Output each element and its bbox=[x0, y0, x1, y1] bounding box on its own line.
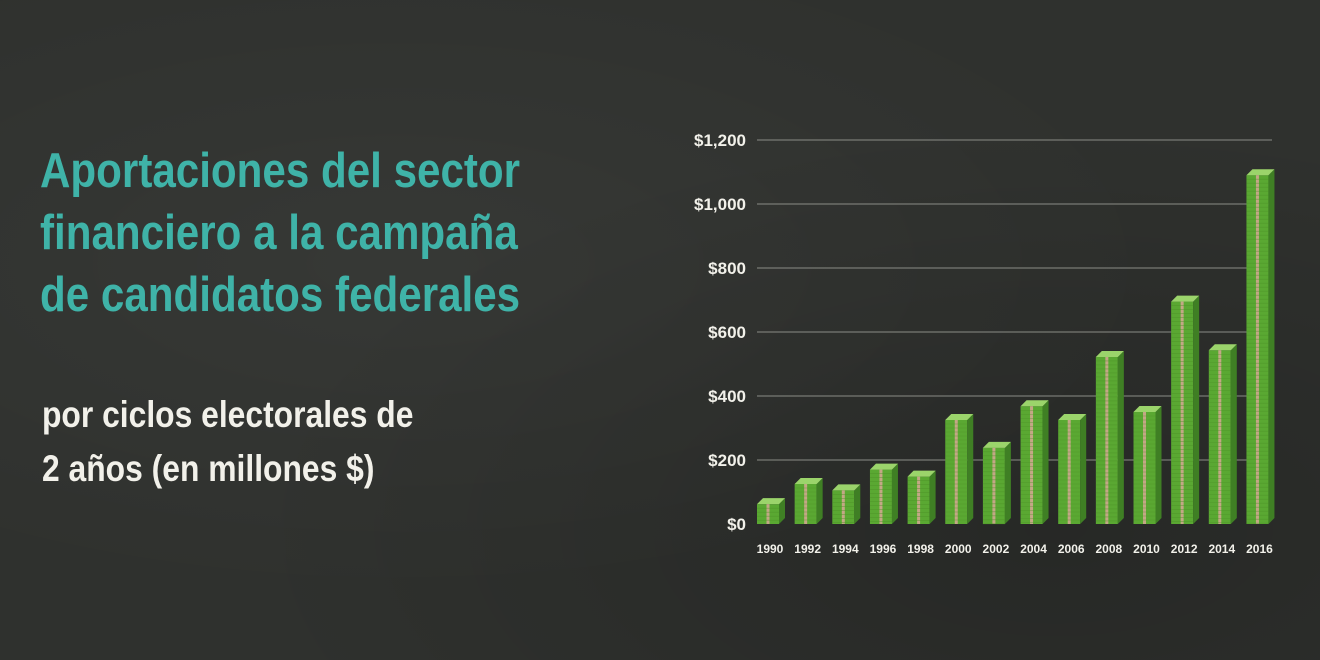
bar bbox=[1095, 350, 1124, 524]
bar bbox=[832, 484, 861, 524]
bar bbox=[1058, 414, 1087, 524]
x-tick-label: 2004 bbox=[1020, 542, 1047, 556]
chart-title: Aportaciones del sector financiero a la … bbox=[40, 144, 521, 322]
bar bbox=[1020, 400, 1049, 524]
bar bbox=[1208, 344, 1237, 524]
bar bbox=[982, 441, 1011, 525]
bar bbox=[1133, 406, 1162, 524]
x-tick-label: 2016 bbox=[1246, 542, 1273, 556]
y-axis-ticks: $0 $200 $400 $600 $800 $1,000 $1,200 bbox=[694, 131, 746, 534]
bars bbox=[757, 169, 1275, 525]
bar bbox=[1246, 169, 1275, 524]
x-tick-label: 1998 bbox=[907, 542, 934, 556]
x-tick-label: 1992 bbox=[794, 542, 821, 556]
x-tick-label: 2012 bbox=[1171, 542, 1198, 556]
x-tick-label: 1996 bbox=[870, 542, 897, 556]
x-axis-ticks: 1990 1992 1994 1996 1998 2000 2002 2004 2006 2008… bbox=[757, 542, 1273, 556]
x-tick-label: 2014 bbox=[1208, 542, 1235, 556]
x-tick-label: 1990 bbox=[757, 542, 784, 556]
bar bbox=[945, 414, 974, 524]
bar bbox=[907, 470, 936, 524]
y-tick-label: $400 bbox=[708, 387, 746, 406]
x-tick-label: 2006 bbox=[1058, 542, 1085, 556]
x-tick-label: 1994 bbox=[832, 542, 859, 556]
bar bbox=[869, 463, 898, 524]
x-tick-label: 2010 bbox=[1133, 542, 1160, 556]
y-tick-label: $800 bbox=[708, 259, 746, 278]
x-tick-label: 2002 bbox=[983, 542, 1010, 556]
chart-subtitle: por ciclos electorales de 2 años (en mil… bbox=[42, 394, 414, 489]
y-tick-label: $1,200 bbox=[694, 131, 746, 150]
y-tick-label: $200 bbox=[708, 451, 746, 470]
bar bbox=[757, 498, 785, 524]
x-tick-label: 2000 bbox=[945, 542, 972, 556]
y-tick-label: $0 bbox=[727, 515, 746, 534]
x-tick-label: 2008 bbox=[1095, 542, 1122, 556]
bar bbox=[794, 478, 823, 524]
y-tick-label: $1,000 bbox=[694, 195, 746, 214]
bar bbox=[1171, 295, 1200, 524]
y-tick-label: $600 bbox=[708, 323, 746, 342]
